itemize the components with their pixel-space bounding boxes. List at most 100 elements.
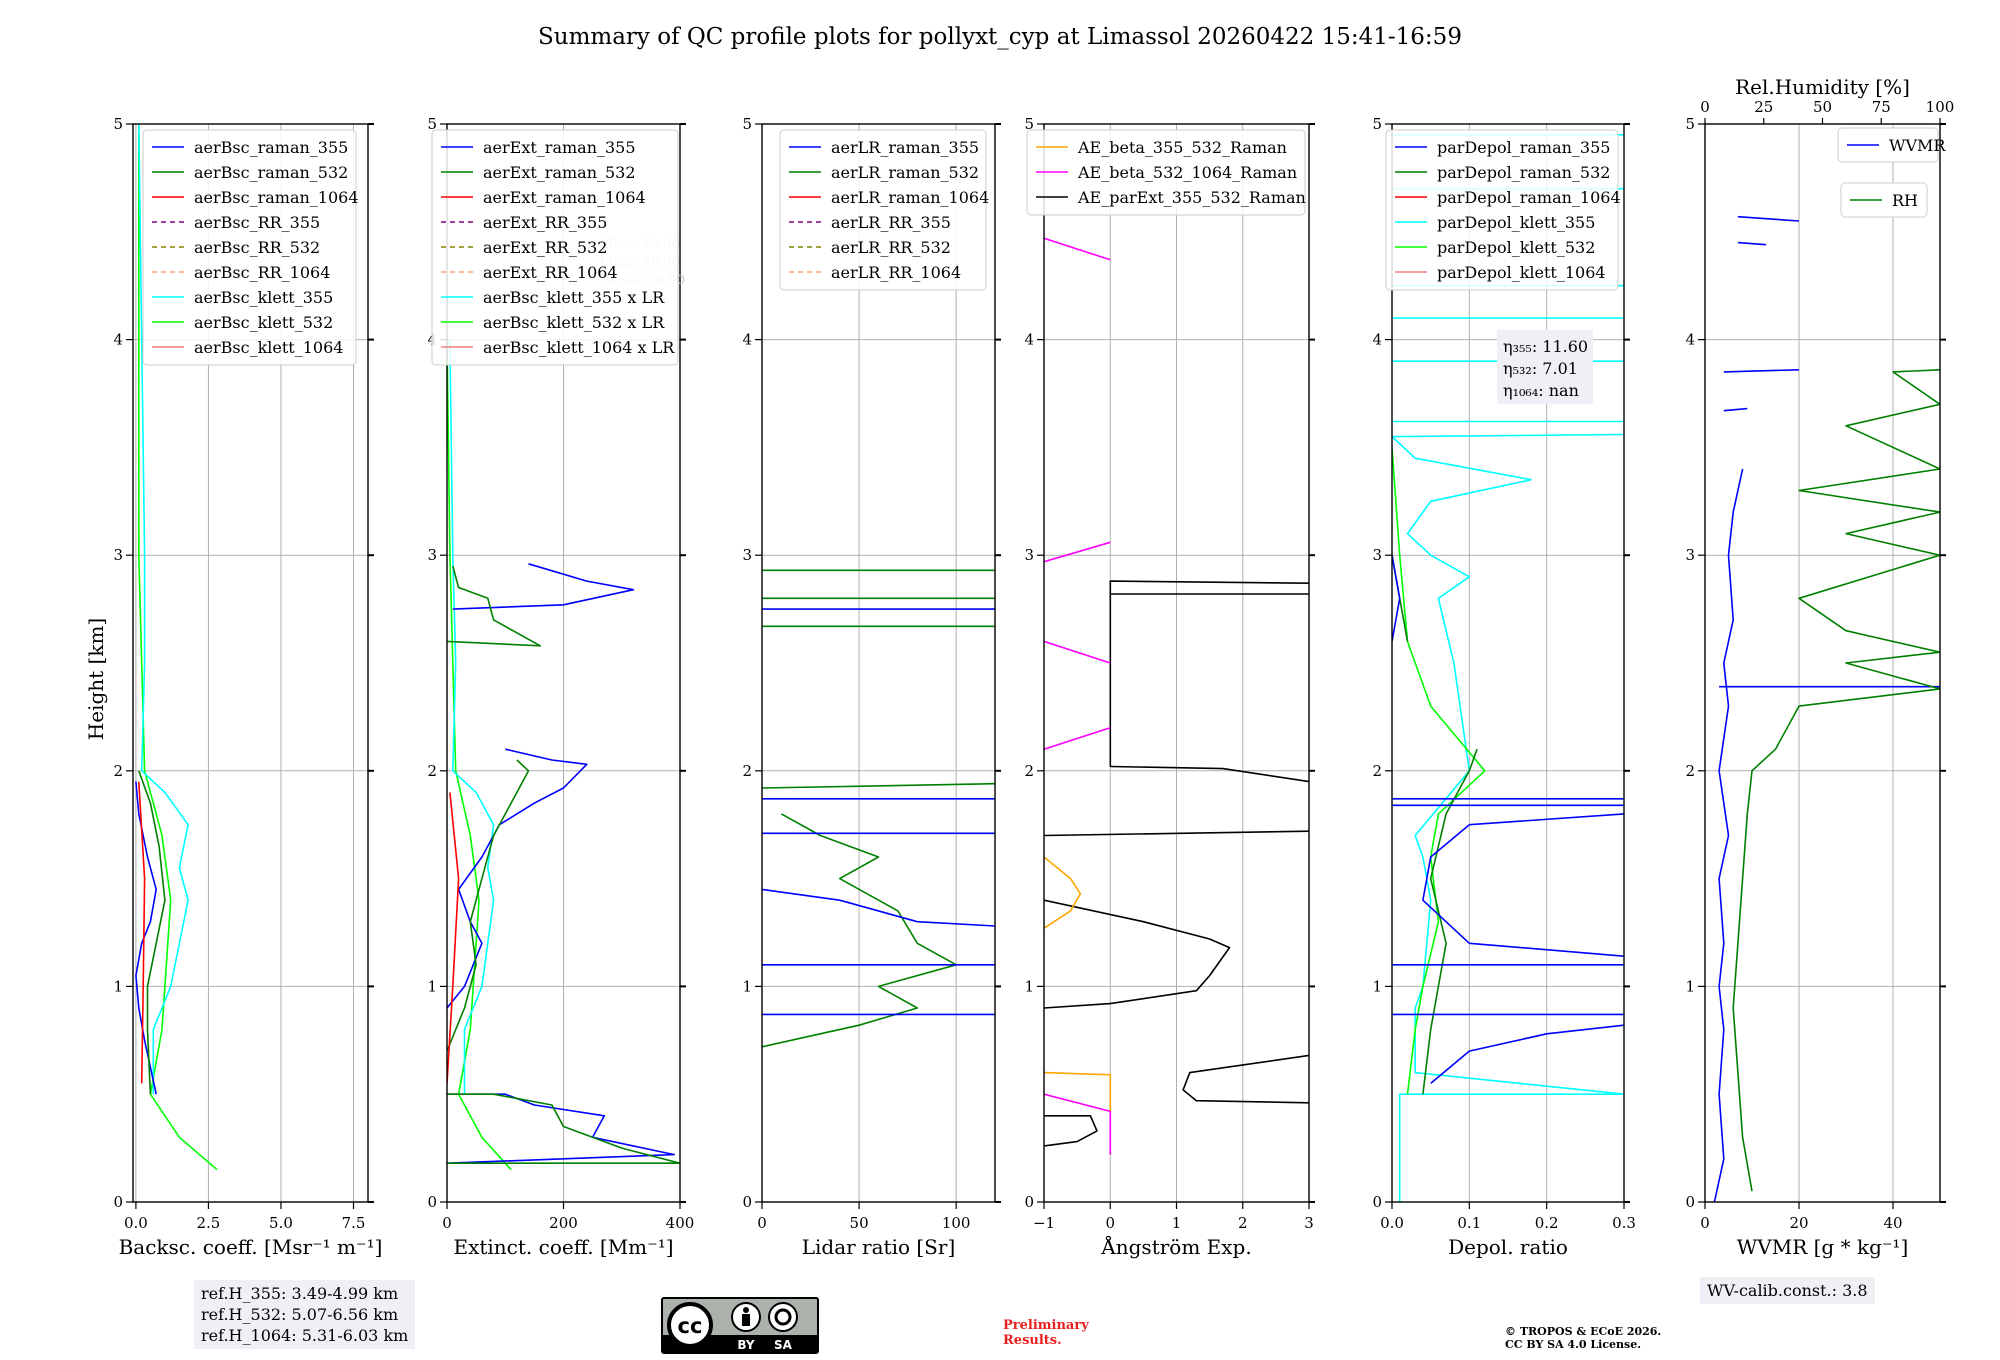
top-x-tick-label: 100 xyxy=(1926,98,1955,116)
x-tick-label: 1 xyxy=(1172,1214,1182,1232)
x-tick-label: 0 xyxy=(757,1214,767,1232)
cc-license-badge[interactable]: cc BY SA xyxy=(661,1297,819,1354)
x-tick-label: 3 xyxy=(1304,1214,1314,1232)
series-line-aerBsc_raman_1064 xyxy=(138,781,146,1084)
y-tick-label: 1 xyxy=(427,977,437,995)
legend-label: aerLR_RR_1064 xyxy=(831,263,961,282)
series-line-AE_beta_532_1064_Raman xyxy=(1044,541,1111,563)
x-axis-label: Backsc. coeff. [Msr⁻¹ m⁻¹] xyxy=(119,1235,383,1259)
legend-label: AE_beta_355_532_Raman xyxy=(1077,138,1287,157)
series-line-parDepol_klett_355 xyxy=(1392,436,1624,1202)
legend-label: aerBsc_klett_532 xyxy=(194,313,333,332)
legend-label: parDepol_klett_355 xyxy=(1437,213,1595,232)
series-line-parDepol_klett_355 xyxy=(1392,433,1624,438)
x-tick-label: 0 xyxy=(1700,1214,1710,1232)
top-x-tick-label: 0 xyxy=(1700,98,1710,116)
series-line-aerLR_raman_532 xyxy=(762,813,958,1048)
legend-label: aerBsc_klett_532 x LR xyxy=(483,313,665,332)
legend-wvmr: WVMR xyxy=(1837,127,1946,163)
preliminary-line-1: Preliminary xyxy=(1003,1318,1089,1333)
series-line-aerBsc_klett_355 x LR xyxy=(449,339,495,1095)
y-tick-label: 1 xyxy=(1024,977,1034,995)
series-line-WVMR xyxy=(1737,215,1800,222)
series-line-aerBsc_klett_532 x LR xyxy=(447,339,512,1171)
legend-frame xyxy=(1840,182,1928,218)
y-tick-label: 2 xyxy=(1024,762,1034,780)
top-axis-label: Rel.Humidity [%] xyxy=(1735,75,1910,99)
series-line-aerExt_raman_532 xyxy=(447,759,530,1052)
legend-label: aerBsc_RR_532 xyxy=(194,238,320,257)
series-group xyxy=(1713,215,1940,1202)
series-line-AE_beta_532_1064_Raman xyxy=(1044,237,1111,261)
legend-label: aerLR_RR_532 xyxy=(831,238,951,257)
legend-label: aerLR_raman_355 xyxy=(831,138,979,157)
legend-label: aerBsc_RR_355 xyxy=(194,213,320,232)
legend-label: aerExt_raman_532 xyxy=(483,163,636,182)
x-tick-label: 200 xyxy=(549,1214,578,1232)
panel-wv: 0 20 40 0 1 2 3 4 5 WVMR [g * kg⁻¹] 0 25 50 75 100 Rel.… xyxy=(1685,75,1954,1259)
series-line-WVMR xyxy=(1713,468,1744,1202)
legend-label: AE_beta_532_1064_Raman xyxy=(1077,163,1297,182)
y-tick-label: 5 xyxy=(1372,115,1382,133)
y-axis-label: Height [km] xyxy=(84,618,108,740)
x-tick-label: 20 xyxy=(1789,1214,1808,1232)
legend-label: WVMR xyxy=(1889,136,1946,155)
legend-label: aerBsc_RR_1064 xyxy=(194,263,330,282)
series-line-parDepol_raman_355 xyxy=(1430,1024,1624,1085)
y-tick-label: 0 xyxy=(1685,1193,1695,1211)
series-line-WVMR xyxy=(1723,369,1800,373)
series-line-parDepol_raman_532 xyxy=(1422,748,1478,1095)
y-tick-label: 4 xyxy=(1024,331,1034,349)
chart-title: Summary of QC profile plots for pollyxt_… xyxy=(538,24,1462,50)
by-icon-head xyxy=(743,1307,749,1313)
cc-icon xyxy=(667,1302,713,1348)
series-line-aerExt_raman_532 xyxy=(447,1093,680,1164)
series-line-WVMR xyxy=(1737,241,1767,246)
legend-label: aerBsc_klett_1064 xyxy=(194,338,343,357)
by-label: BY xyxy=(737,1338,754,1352)
wv-calib-box: WV-calib.const.: 3.8 xyxy=(1700,1277,1875,1304)
y-tick-label: 4 xyxy=(742,331,752,349)
series-line-WVMR xyxy=(1723,407,1748,412)
y-tick-label: 4 xyxy=(1372,331,1382,349)
y-tick-label: 5 xyxy=(113,115,123,133)
x-axis-label: Depol. ratio xyxy=(1448,1235,1568,1259)
series-line-aerExt_raman_1064 xyxy=(447,792,460,1084)
legend-label: parDepol_raman_532 xyxy=(1437,163,1610,182)
wv-calib-const: WV-calib.const.: 3.8 xyxy=(1707,1281,1868,1300)
legend-frame xyxy=(1026,129,1306,216)
y-tick-label: 2 xyxy=(1685,762,1695,780)
series-group xyxy=(1392,134,1624,1202)
x-axis-label: Ångström Exp. xyxy=(1100,1234,1251,1259)
ref-height-1064: ref.H_1064: 5.31-6.03 km xyxy=(201,1326,409,1345)
ref-heights-box: ref.H_355: 3.49-4.99 km ref.H_532: 5.07-… xyxy=(194,1280,416,1349)
cc-text: cc xyxy=(678,1314,703,1338)
preliminary-line-2: Results. xyxy=(1003,1333,1062,1348)
y-tick-label: 3 xyxy=(1685,546,1695,564)
y-tick-label: 2 xyxy=(742,762,752,780)
eta-note-frame xyxy=(1497,330,1593,404)
y-tick-label: 1 xyxy=(1685,977,1695,995)
ref-height-355: ref.H_355: 3.49-4.99 km xyxy=(201,1284,399,1303)
y-tick-label: 5 xyxy=(1024,115,1034,133)
legend-label: aerBsc_klett_355 x LR xyxy=(483,288,665,307)
y-tick-label: 4 xyxy=(113,331,123,349)
sa-icon xyxy=(768,1302,798,1332)
series-line-parDepol_raman_355 xyxy=(1392,555,1401,642)
axes-frame xyxy=(1704,123,1941,1203)
y-tick-label: 4 xyxy=(1685,331,1695,349)
y-tick-label: 3 xyxy=(1024,546,1034,564)
legend-label: aerLR_RR_355 xyxy=(831,213,951,232)
y-tick-label: 2 xyxy=(427,762,437,780)
legend-rh: RH xyxy=(1840,182,1928,218)
y-tick-label: 3 xyxy=(742,546,752,564)
legend-label: aerBsc_klett_1064 x LR xyxy=(483,338,675,357)
legend: aerLR_raman_355 aerLR_raman_532 aerLR_rama… xyxy=(779,129,989,291)
series-line-aerBsc_raman_532 xyxy=(138,770,166,1095)
series-group xyxy=(447,339,680,1171)
panel-depol: 0.0 0.1 0.2 0.3 0 1 2 3 4 5 Depol. ratio parDepol_r… xyxy=(1372,115,1635,1259)
legend-label: aerLR_raman_1064 xyxy=(831,188,989,207)
legend-label: aerExt_RR_355 xyxy=(483,213,607,232)
series-line-AE_beta_355_532_Raman xyxy=(1044,1071,1112,1116)
legend-label: AE_parExt_355_532_Raman xyxy=(1077,188,1306,207)
